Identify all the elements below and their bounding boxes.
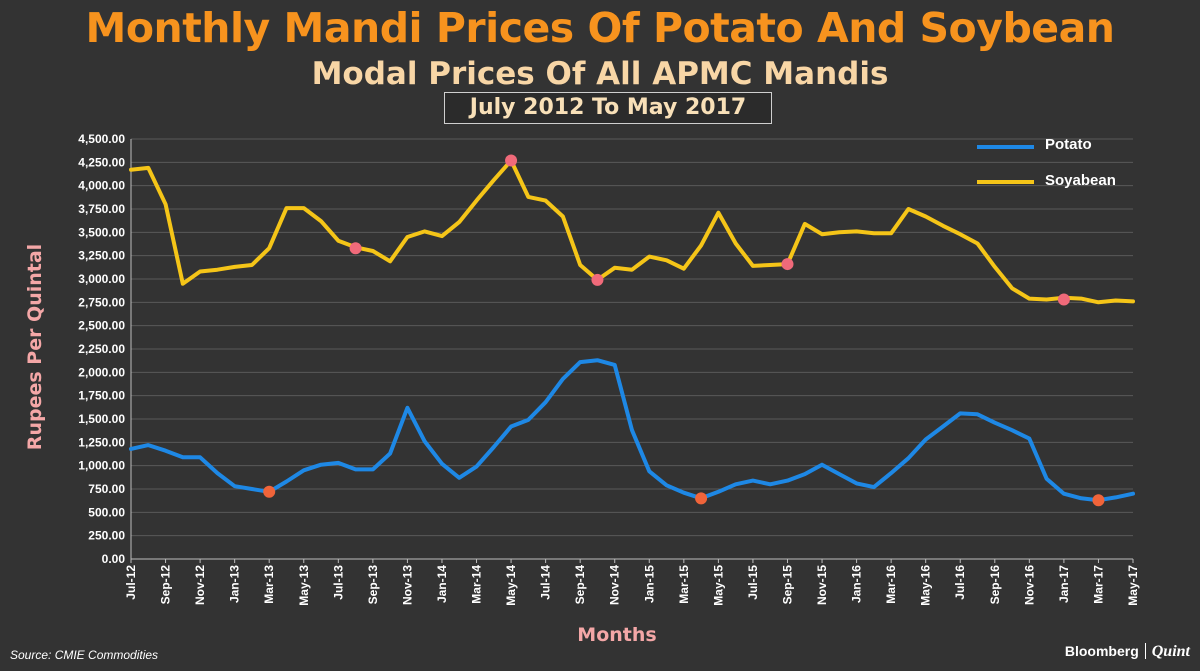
- x-tick-label: May-13: [297, 565, 311, 606]
- x-tick-label: Nov-12: [193, 565, 207, 605]
- x-tick-label: Jul-14: [539, 565, 553, 600]
- y-tick-label: 2,500.00: [78, 319, 125, 333]
- x-tick-label: May-17: [1126, 565, 1140, 606]
- x-tick-label: Jan-13: [228, 565, 242, 603]
- x-tick-label: Mar-13: [262, 565, 276, 604]
- y-tick-label: 750.00: [88, 482, 125, 496]
- y-tick-label: 4,500.00: [78, 132, 125, 146]
- data-point-soyabean: [1057, 293, 1070, 306]
- brand-logo: Bloomberg Quint: [1065, 643, 1190, 661]
- y-tick-label: 1,750.00: [78, 389, 125, 403]
- series-line-potato: [129, 358, 1135, 503]
- y-tick-label: 1,250.00: [78, 435, 125, 449]
- y-tick-label: 4,250.00: [78, 155, 125, 169]
- grid-lines: [131, 138, 1133, 537]
- y-tick-label: 1,000.00: [78, 459, 125, 473]
- highlight-markers: [263, 154, 1105, 507]
- x-tick-label: Jan-17: [1057, 565, 1071, 603]
- x-tick-label: Jan-16: [850, 565, 864, 603]
- y-tick-label: 250.00: [88, 529, 125, 543]
- series-line-soyabean: [129, 158, 1135, 305]
- y-tick-label: 2,000.00: [78, 365, 125, 379]
- data-point-soyabean: [781, 258, 794, 271]
- x-tick-label: Mar-15: [677, 565, 691, 604]
- x-tick-label: Jan-14: [435, 565, 449, 603]
- x-tick-label: Sep-15: [780, 565, 794, 605]
- y-tick-label: 3,750.00: [78, 202, 125, 216]
- y-tick-label: 1,500.00: [78, 412, 125, 426]
- x-tick-label: Sep-14: [573, 565, 587, 605]
- chart-title: Monthly Mandi Prices Of Potato And Soybe…: [85, 4, 1115, 52]
- y-tick-label: 2,750.00: [78, 295, 125, 309]
- y-axis-title: Rupees Per Quintal: [24, 244, 46, 450]
- data-point-potato: [1092, 494, 1105, 507]
- x-tick-label: Sep-13: [366, 565, 380, 605]
- x-tick-label: Mar-14: [470, 565, 484, 604]
- x-tick-label: Nov-15: [815, 565, 829, 605]
- data-point-potato: [695, 492, 708, 505]
- legend-label-soyabean: Soyabean: [1045, 172, 1116, 189]
- brand-divider: [1144, 643, 1146, 659]
- legend: Potato Soyabean: [977, 136, 1116, 189]
- x-tick-label: Jul-12: [124, 565, 138, 600]
- y-tick-label: 3,500.00: [78, 225, 125, 239]
- y-tick-label: 4,000.00: [78, 179, 125, 193]
- x-tick-label: Sep-12: [159, 565, 173, 605]
- y-tick-label: 0.00: [102, 552, 126, 566]
- x-axis-title: Months: [577, 624, 656, 646]
- y-tick-labels: 0.00 250.00 500.00 750.00 1,000.00 1,250.00 1,…: [78, 132, 125, 566]
- y-tick-label: 3,000.00: [78, 272, 125, 286]
- x-tick-label: May-14: [504, 565, 518, 606]
- y-tick-label: 2,250.00: [78, 342, 125, 356]
- x-tick-label: May-15: [711, 565, 725, 606]
- brand-quint: Quint: [1151, 643, 1190, 660]
- x-tick-label: Sep-16: [988, 565, 1002, 605]
- axes: [130, 139, 1133, 560]
- data-point-soyabean: [591, 273, 604, 286]
- x-tick-label: Nov-13: [400, 565, 414, 605]
- data-point-soyabean: [505, 154, 518, 167]
- chart-subtitle: Modal Prices Of All APMC Mandis: [311, 56, 889, 92]
- x-tick-label: Mar-16: [884, 565, 898, 604]
- x-tick-label: Jul-13: [331, 565, 345, 600]
- legend-label-potato: Potato: [1045, 136, 1092, 153]
- x-tick-labels: Jul-12 Sep-12 Nov-12 Jan-13 Mar-13 May-13 Jul-…: [124, 559, 1140, 606]
- x-tick-label: Jul-15: [746, 565, 760, 600]
- data-point-soyabean: [349, 242, 362, 255]
- brand-bloomberg: Bloomberg: [1064, 643, 1139, 659]
- x-tick-label: Mar-17: [1091, 565, 1105, 604]
- x-tick-label: Nov-16: [1022, 565, 1036, 605]
- y-tick-label: 500.00: [88, 505, 125, 519]
- x-tick-label: May-16: [919, 565, 933, 606]
- x-tick-label: Nov-14: [608, 565, 622, 605]
- data-point-potato: [263, 485, 276, 498]
- date-range-label: July 2012 To May 2017: [444, 92, 772, 124]
- series-lines: [129, 158, 1135, 503]
- x-tick-label: Jul-16: [953, 565, 967, 600]
- y-tick-label: 3,250.00: [78, 249, 125, 263]
- source-note: Source: CMIE Commodities: [10, 648, 159, 662]
- x-tick-label: Jan-15: [642, 565, 656, 603]
